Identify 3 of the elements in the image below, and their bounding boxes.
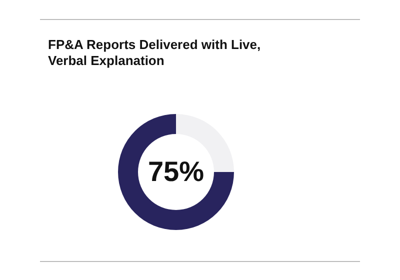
donut-slice bbox=[118, 114, 234, 230]
chart-title: FP&A Reports Delivered with Live, Verbal Explanation bbox=[48, 37, 262, 69]
data-label: 75% bbox=[146, 155, 206, 189]
